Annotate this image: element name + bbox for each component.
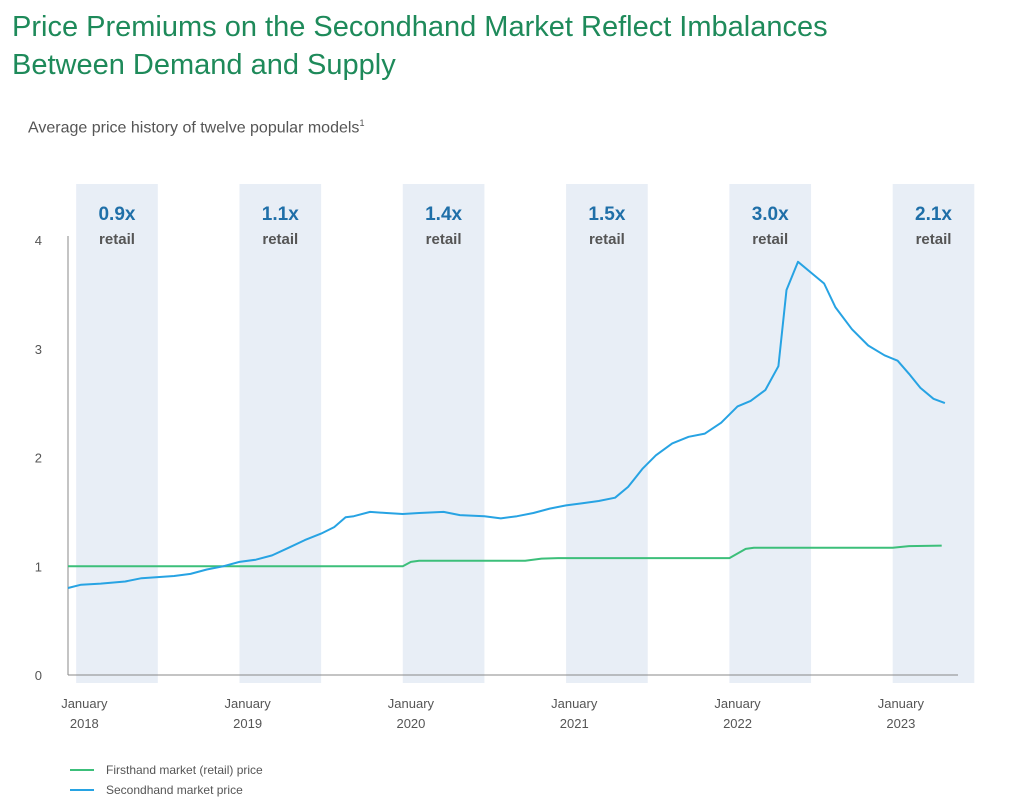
premium-retail-label: retail [99,231,135,248]
premium-label: 0.9x [98,204,135,225]
x-tick-label-year: 2021 [560,716,589,731]
period-band-2 [402,184,485,683]
premium-retail-label: retail [589,231,625,248]
x-tick-label-year: 2022 [723,716,752,731]
x-tick-label-year: 2020 [396,716,425,731]
x-tick-label-month: January [551,696,598,711]
title-line-1: Price Premiums on the Secondhand Market … [12,11,828,43]
x-tick-label-month: January [61,696,108,711]
x-tick-label-year: 2018 [70,716,99,731]
page-title: Price Premiums on the Secondhand Market … [12,8,912,84]
premium-label: 1.1x [262,204,299,225]
legend-label-firsthand: Firsthand market (retail) price [106,763,263,777]
secondhand-price-line [67,260,946,589]
x-tick-label-month: January [878,696,925,711]
subtitle-footnote: 1 [359,118,365,128]
legend-swatch-firsthand [70,769,94,771]
title-line-2: Between Demand and Supply [12,49,396,81]
y-tick-label: 3 [35,342,42,357]
premium-retail-label: retail [752,231,788,248]
premium-label: 2.1x [915,204,952,225]
legend-item-firsthand: Firsthand market (retail) price [70,760,263,780]
x-tick-label-year: 2019 [233,716,262,731]
legend-label-secondhand: Secondhand market price [106,783,243,797]
y-tick-label: 4 [35,233,42,248]
premium-retail-label: retail [426,231,462,248]
premium-label: 3.0x [752,204,789,225]
chart-legend: Firsthand market (retail) price Secondha… [70,760,263,800]
legend-swatch-secondhand [70,789,94,791]
y-tick-label: 2 [35,451,42,466]
x-tick-label-month: January [714,696,761,711]
legend-item-secondhand: Secondhand market price [70,780,263,800]
period-band-4 [729,184,812,683]
premium-label: 1.4x [425,204,462,225]
subtitle-text: Average price history of twelve popular … [28,119,360,137]
y-tick-label: 1 [35,559,42,574]
period-band-5 [892,184,975,683]
period-band-3 [566,184,648,683]
period-band-0 [76,184,158,683]
firsthand-price-line [68,544,942,568]
premium-retail-label: retail [262,231,298,248]
x-tick-label-year: 2023 [886,716,915,731]
premium-retail-label: retail [916,231,952,248]
y-tick-label: 0 [35,668,42,683]
chart-subtitle: Average price history of twelve popular … [28,118,364,137]
x-tick-label-month: January [225,696,272,711]
x-tick-label-month: January [388,696,435,711]
period-band-1 [239,184,322,683]
premium-label: 1.5x [588,204,625,225]
